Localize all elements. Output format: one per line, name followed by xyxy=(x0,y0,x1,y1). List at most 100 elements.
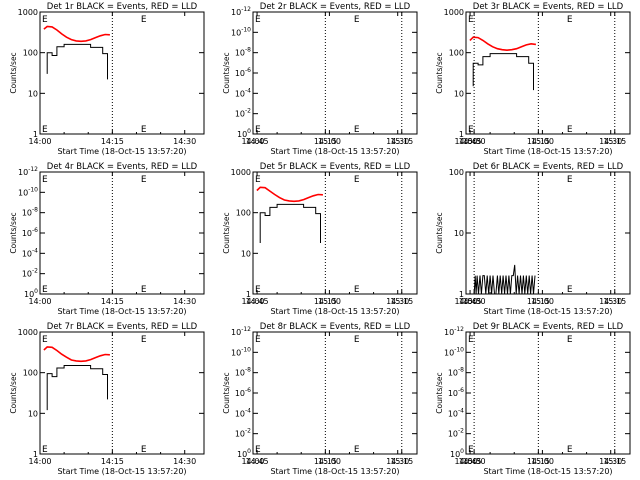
x-tick-label: 14:00 xyxy=(28,137,51,146)
y-tick-label: 10 xyxy=(454,229,464,238)
y-tick-label: 100 xyxy=(237,448,251,459)
y-tick-label: 100 xyxy=(449,168,464,177)
y-tick-label: 1 xyxy=(33,450,38,459)
plot-frame xyxy=(465,331,631,455)
event-marker-bottom: E xyxy=(567,285,573,295)
y-tick-label: 10-10 xyxy=(444,346,464,357)
event-marker-bottom: E xyxy=(354,445,360,455)
detector-panel: Det 4r BLACK = Events, RED = LLD 14:00 14:… xyxy=(9,162,486,316)
event-marker-bottom: E xyxy=(141,125,147,135)
detector-panel: Det 2r BLACK = Events, RED = LLD 14:00 14:… xyxy=(222,2,626,156)
y-axis-label: Counts/sec xyxy=(435,372,444,413)
event-marker-top: E xyxy=(141,175,147,185)
data-series-line xyxy=(473,264,536,295)
event-marker-bottom: E xyxy=(468,125,474,135)
y-tick-label: 1000 xyxy=(231,168,251,177)
event-marker-bottom: E xyxy=(354,125,360,135)
x-tick-label: 15:15 xyxy=(390,297,413,306)
x-tick-label: 14:30 xyxy=(386,137,409,146)
x-axis-label: Start Time (18-Oct-15 13:57:20) xyxy=(57,147,186,156)
x-tick-label: 15:00 xyxy=(531,457,554,466)
data-series-line xyxy=(46,365,108,411)
event-marker-bottom: E xyxy=(567,125,573,135)
x-tick-label: 15:15 xyxy=(603,297,626,306)
y-axis-label: Counts/sec xyxy=(222,372,231,413)
y-tick-label: 10-6 xyxy=(235,387,251,398)
event-marker-bottom: E xyxy=(468,445,474,455)
x-tick-label: 14:30 xyxy=(173,457,196,466)
event-marker-bottom: E xyxy=(567,445,573,455)
x-tick-label: 14:30 xyxy=(599,137,622,146)
event-marker-bottom: E xyxy=(42,125,48,135)
event-marker-top: E xyxy=(255,175,261,185)
x-tick-label: 14:00 xyxy=(454,137,477,146)
x-tick-label: 15:30 xyxy=(463,297,486,306)
x-tick-label: 14:00 xyxy=(454,297,477,306)
y-tick-label: 10 xyxy=(454,89,464,98)
x-tick-label: 14:45 xyxy=(459,297,482,306)
y-tick-label: 10-8 xyxy=(448,367,464,378)
x-tick-label: 14:15 xyxy=(314,457,337,466)
panel-title: Det 3r BLACK = Events, RED = LLD xyxy=(473,2,624,12)
y-tick-label: 10-8 xyxy=(235,47,251,58)
y-tick-label: 1 xyxy=(459,290,464,299)
event-marker-top: E xyxy=(354,175,360,185)
y-tick-label: 100 xyxy=(236,209,251,218)
y-tick-label: 10-2 xyxy=(448,428,464,439)
panel-title: Det 6r BLACK = Events, RED = LLD xyxy=(473,162,624,172)
data-series-line xyxy=(256,186,323,203)
plot-frame xyxy=(465,11,631,135)
x-tick-label: 15:15 xyxy=(390,137,413,146)
y-tick-label: 10-8 xyxy=(22,207,38,218)
x-tick-label: 15:15 xyxy=(603,457,626,466)
y-tick-label: 10-8 xyxy=(235,367,251,378)
data-series-line xyxy=(43,346,110,363)
y-tick-label: 1 xyxy=(459,130,464,139)
detector-panel: Det 3r BLACK = Events, RED = LLD 14:00 14:… xyxy=(435,2,631,156)
x-tick-label: 15:00 xyxy=(531,297,554,306)
x-tick-label: 15:30 xyxy=(463,457,486,466)
y-axis-label: Counts/sec xyxy=(435,212,444,253)
x-axis-label: Start Time (18-Oct-15 13:57:20) xyxy=(270,467,399,476)
panel-title: Det 7r BLACK = Events, RED = LLD xyxy=(47,322,198,332)
event-marker-top: E xyxy=(141,15,147,25)
panel-title: Det 4r BLACK = Events, RED = LLD xyxy=(47,162,198,172)
event-marker-top: E xyxy=(42,175,48,185)
y-tick-label: 10-12 xyxy=(444,326,464,337)
y-axis-label: Counts/sec xyxy=(9,52,18,93)
y-tick-label: 10 xyxy=(28,89,38,98)
plot-frame xyxy=(252,11,418,135)
y-tick-label: 100 xyxy=(23,369,38,378)
y-axis-label: Counts/sec xyxy=(9,212,18,253)
data-series-line xyxy=(259,203,321,243)
y-tick-label: 10-2 xyxy=(235,428,251,439)
event-marker-top: E xyxy=(468,15,474,25)
y-tick-label: 10 xyxy=(28,409,38,418)
plot-frame xyxy=(39,171,205,295)
x-tick-label: 14:15 xyxy=(101,457,124,466)
y-tick-label: 1000 xyxy=(18,328,38,337)
event-marker-bottom: E xyxy=(255,445,261,455)
event-marker-top: E xyxy=(567,15,573,25)
data-series-line xyxy=(43,25,110,43)
y-tick-label: 10-2 xyxy=(235,108,251,119)
x-axis-label: Start Time (18-Oct-15 13:57:20) xyxy=(57,467,186,476)
y-tick-label: 10-2 xyxy=(22,268,38,279)
x-axis-label: Start Time (18-Oct-15 13:57:20) xyxy=(270,307,399,316)
y-tick-label: 10-10 xyxy=(18,186,38,197)
x-axis-label: Start Time (18-Oct-15 13:57:20) xyxy=(57,307,186,316)
event-marker-bottom: E xyxy=(255,285,261,295)
x-tick-label: 14:30 xyxy=(599,297,622,306)
x-tick-label: 14:15 xyxy=(527,457,550,466)
y-tick-label: 10-4 xyxy=(448,407,464,418)
event-marker-bottom: E xyxy=(42,445,48,455)
x-tick-label: 14:30 xyxy=(173,137,196,146)
y-tick-label: 10 xyxy=(241,249,251,258)
panel-title: Det 2r BLACK = Events, RED = LLD xyxy=(260,2,411,12)
y-tick-label: 1 xyxy=(33,130,38,139)
x-tick-label: 15:00 xyxy=(318,297,341,306)
plot-frame xyxy=(252,171,418,295)
